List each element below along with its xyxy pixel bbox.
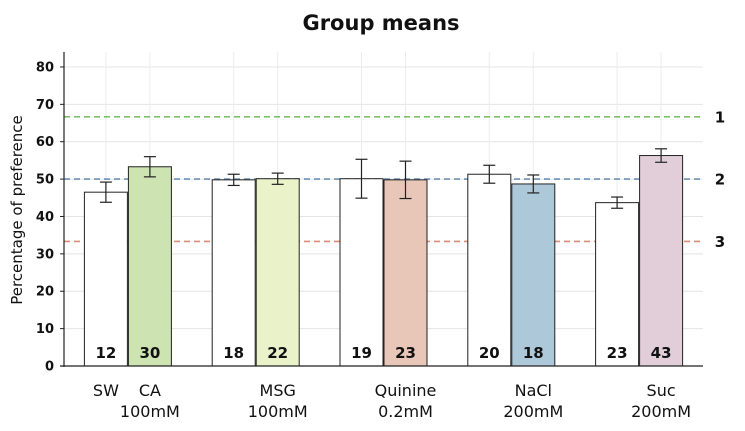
y-tick-label: 80	[36, 60, 54, 75]
bar-count-label: 18	[223, 344, 244, 362]
y-tick-label: 0	[45, 360, 54, 375]
bar	[383, 179, 428, 367]
reference-line-label: 1	[715, 108, 725, 126]
y-tick-label: 30	[36, 247, 54, 262]
bar	[511, 183, 556, 367]
y-tick-label: 40	[36, 210, 54, 225]
category-label: Suc 200mM	[631, 381, 691, 421]
bar	[255, 178, 300, 367]
y-axis-label: Percentage of preference	[8, 115, 26, 305]
category-label: NaCl 200mM	[503, 381, 563, 421]
y-tick-label: 10	[36, 322, 54, 337]
category-label: Quinine 0.2mM	[375, 381, 437, 421]
bars: 12 SW 30 CA 100mM 18 22 MSG 100mM 19 23 Quinine 0.2m…	[83, 148, 691, 421]
bar	[211, 179, 256, 367]
bar-count-label: 30	[139, 344, 160, 362]
bar-count-label: 22	[267, 344, 288, 362]
category-label: SW	[93, 381, 119, 400]
bar	[639, 155, 684, 367]
bar-count-label: 12	[95, 344, 116, 362]
bar-count-label: 20	[479, 344, 500, 362]
chart-title: Group means	[302, 11, 459, 35]
y-tick-label: 60	[36, 135, 54, 150]
bar	[83, 191, 128, 367]
bar-count-label: 23	[395, 344, 416, 362]
bar	[467, 173, 512, 367]
axes: 0 10 20 30 40 50 60 70 80	[36, 52, 703, 375]
reference-line-label: 3	[715, 233, 725, 251]
bar	[339, 178, 384, 367]
bar-count-label: 43	[651, 344, 672, 362]
bar-count-label: 18	[523, 344, 544, 362]
bar	[595, 202, 640, 367]
bar	[127, 166, 172, 367]
category-label: MSG 100mM	[248, 381, 308, 421]
y-tick-label: 20	[36, 285, 54, 300]
y-tick-label: 70	[36, 98, 54, 113]
reference-line-label: 2	[715, 171, 725, 189]
bar-count-label: 23	[607, 344, 628, 362]
category-label: CA 100mM	[120, 381, 180, 421]
y-tick-label: 50	[36, 173, 54, 188]
bar-count-label: 19	[351, 344, 372, 362]
